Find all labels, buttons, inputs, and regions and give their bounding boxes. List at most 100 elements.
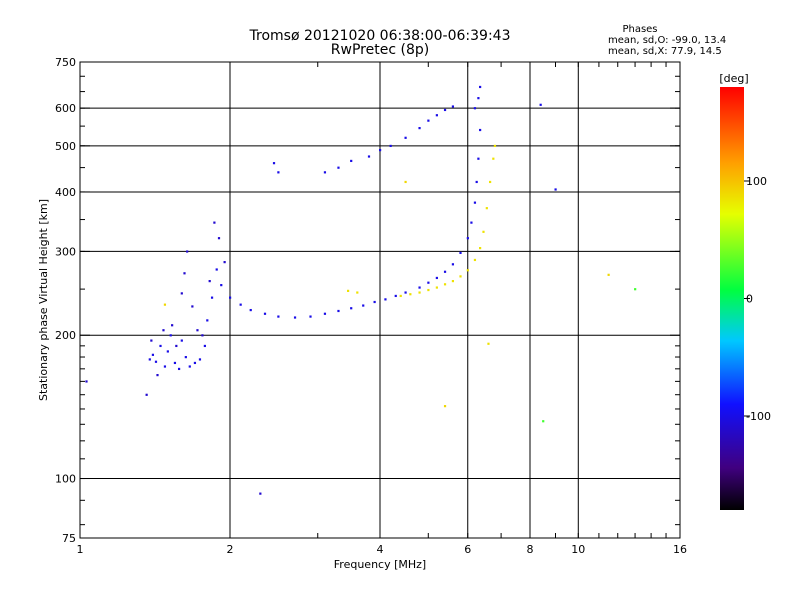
echo-point <box>482 230 485 233</box>
x-tick-label: 16 <box>673 543 687 556</box>
echo-point <box>475 180 478 184</box>
y-tick-label: 600 <box>55 102 76 115</box>
echo-point <box>162 329 165 332</box>
echo-point <box>443 405 447 408</box>
stats-x-mode: mean, sd,X: 77.9, 14.5 <box>608 46 722 57</box>
echo-point <box>479 247 482 250</box>
echo-point <box>180 339 183 342</box>
echo-point <box>151 353 155 356</box>
echo-point <box>169 334 172 337</box>
echo-point <box>323 312 327 315</box>
echo-point <box>293 316 297 319</box>
echo-point <box>492 157 495 160</box>
x-tick-labels: 1 2 4 6 8 10 16 <box>77 543 688 556</box>
echo-point <box>443 108 447 112</box>
echo-point <box>451 280 455 283</box>
echo-point <box>466 237 469 240</box>
x-tick-label: 2 <box>227 543 234 556</box>
echo-point <box>166 350 169 353</box>
echo-point <box>473 201 477 204</box>
echo-point <box>223 261 226 264</box>
echo-point <box>249 308 252 312</box>
echo-point <box>323 171 327 174</box>
echo-point <box>477 97 480 100</box>
y-tick-labels: 75 100 200 300 400 500 600 750 <box>55 56 76 545</box>
echo-point <box>171 324 174 327</box>
echo-point <box>159 344 162 348</box>
echo-point <box>404 291 407 294</box>
y-tick-label: 75 <box>62 532 76 545</box>
echo-point <box>356 291 359 294</box>
y-tick-label: 200 <box>55 329 76 342</box>
echo-point <box>201 334 204 337</box>
echo-point <box>459 275 462 278</box>
echo-point <box>427 288 430 292</box>
colorbar <box>720 87 744 510</box>
echo-point <box>210 296 214 299</box>
echo-point <box>373 300 376 304</box>
x-tick-label: 1 <box>77 543 84 556</box>
x-tick-label: 10 <box>571 543 585 556</box>
axis-ticks <box>79 61 681 539</box>
echo-point <box>404 136 407 139</box>
echo-point <box>479 128 482 132</box>
echo-point <box>309 315 312 318</box>
echo-point <box>470 221 473 224</box>
grid-lines <box>80 62 680 538</box>
echo-point <box>485 207 488 210</box>
echo-point <box>85 380 88 383</box>
echo-point <box>443 283 447 286</box>
y-tick-label: 300 <box>55 245 76 258</box>
echo-point <box>362 304 365 307</box>
echo-point <box>379 148 382 152</box>
echo-point <box>427 119 430 122</box>
echo-point <box>198 358 202 361</box>
echo-point <box>418 127 421 130</box>
echo-point <box>215 268 218 271</box>
echo-point <box>477 157 480 160</box>
echo-point <box>493 144 497 148</box>
echo-point <box>196 329 199 332</box>
echo-point <box>337 166 340 169</box>
echo-point <box>473 107 477 110</box>
echo-point <box>337 309 340 313</box>
stats-o-mode: mean, sd,O: -99.0, 13.4 <box>608 35 726 46</box>
echo-point <box>183 272 186 275</box>
colorbar-tick-label: 100 <box>746 175 767 188</box>
echo-point <box>539 103 542 106</box>
echo-point <box>154 360 158 363</box>
echo-point <box>451 263 455 266</box>
echo-point <box>193 361 197 365</box>
echo-point <box>148 358 151 361</box>
echo-point <box>399 294 402 298</box>
echo-point <box>435 276 438 280</box>
echo-point <box>263 312 267 315</box>
stats-heading: Phases <box>622 24 657 35</box>
echo-point <box>443 270 447 273</box>
chart-title: Tromsø 20121020 06:38:00-06:39:43 <box>249 28 511 44</box>
x-tick-label: 8 <box>527 543 534 556</box>
echo-point <box>435 114 438 117</box>
echo-point <box>466 269 469 272</box>
echo-point <box>277 315 280 318</box>
echo-point <box>554 188 557 191</box>
echo-point <box>239 303 242 306</box>
echo-point <box>206 319 209 322</box>
colorbar-tick-label: 0 <box>746 293 753 306</box>
x-axis-label: Frequency [MHz] <box>334 558 426 571</box>
echo-points <box>85 85 637 495</box>
echo-point <box>220 284 223 287</box>
echo-point <box>150 339 153 342</box>
echo-point <box>459 251 462 255</box>
echo-point <box>542 420 545 423</box>
echo-point <box>156 374 159 377</box>
echo-point <box>145 393 148 396</box>
echo-point <box>203 344 206 348</box>
echo-point <box>173 361 177 365</box>
chart-subtitle: RwPretec (8p) <box>331 42 429 58</box>
echo-point <box>163 303 167 306</box>
echo-point <box>367 155 371 158</box>
echo-point <box>186 250 189 253</box>
echo-point <box>259 492 262 495</box>
echo-point <box>350 159 353 163</box>
